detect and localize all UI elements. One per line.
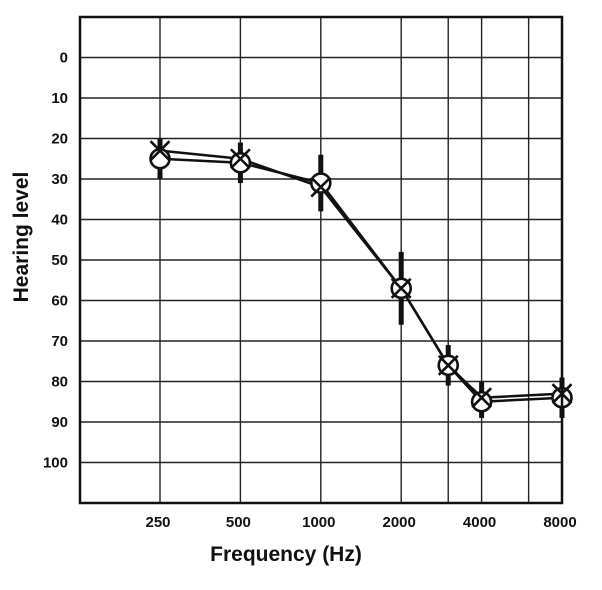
- y-tick-label: 30: [51, 171, 68, 188]
- y-tick-label: 90: [51, 414, 68, 431]
- x-tick-label: 8000: [543, 514, 576, 531]
- circle-marker: [470, 390, 493, 413]
- y-tick-label: 50: [51, 252, 68, 269]
- circle-marker: [309, 172, 332, 194]
- x-axis-title: Frequency (Hz): [210, 543, 362, 566]
- x-tick-label: 4000: [463, 514, 496, 531]
- series-line-cross: [159, 149, 563, 399]
- y-tick-label: 80: [51, 374, 68, 391]
- cross-marker: [390, 277, 412, 299]
- grid: [80, 17, 563, 503]
- y-tick-labels: 0 10 20 30 40 50 60 70 80 90 100: [43, 50, 68, 472]
- y-tick-label: 70: [51, 333, 68, 350]
- plot-frame: [78, 15, 564, 505]
- y-tick-label: 60: [51, 293, 68, 310]
- series-line-circle: [159, 157, 563, 403]
- cross-marker: [310, 176, 332, 198]
- error-bars: [157, 138, 565, 418]
- x-tick-label: 500: [226, 514, 251, 531]
- cross-marker: [437, 354, 459, 376]
- x-tick-label: 2000: [383, 514, 416, 531]
- y-tick-label: 10: [51, 90, 68, 107]
- circle-marker: [229, 152, 252, 174]
- cross-marker: [149, 140, 171, 162]
- series-lines: [159, 149, 563, 403]
- y-tick-label: 0: [60, 50, 68, 67]
- x-tick-label: 250: [145, 514, 170, 531]
- cross-marker: [229, 148, 251, 170]
- y-axis-title: Hearing level: [10, 172, 33, 303]
- y-tick-label: 100: [43, 455, 68, 472]
- series-markers: [149, 140, 573, 413]
- x-tick-label: 1000: [302, 514, 335, 531]
- x-tick-labels: 250 500 1000 2000 4000 8000: [145, 514, 576, 531]
- cross-marker: [471, 387, 493, 409]
- y-tick-label: 40: [51, 212, 68, 229]
- y-tick-label: 20: [51, 131, 68, 148]
